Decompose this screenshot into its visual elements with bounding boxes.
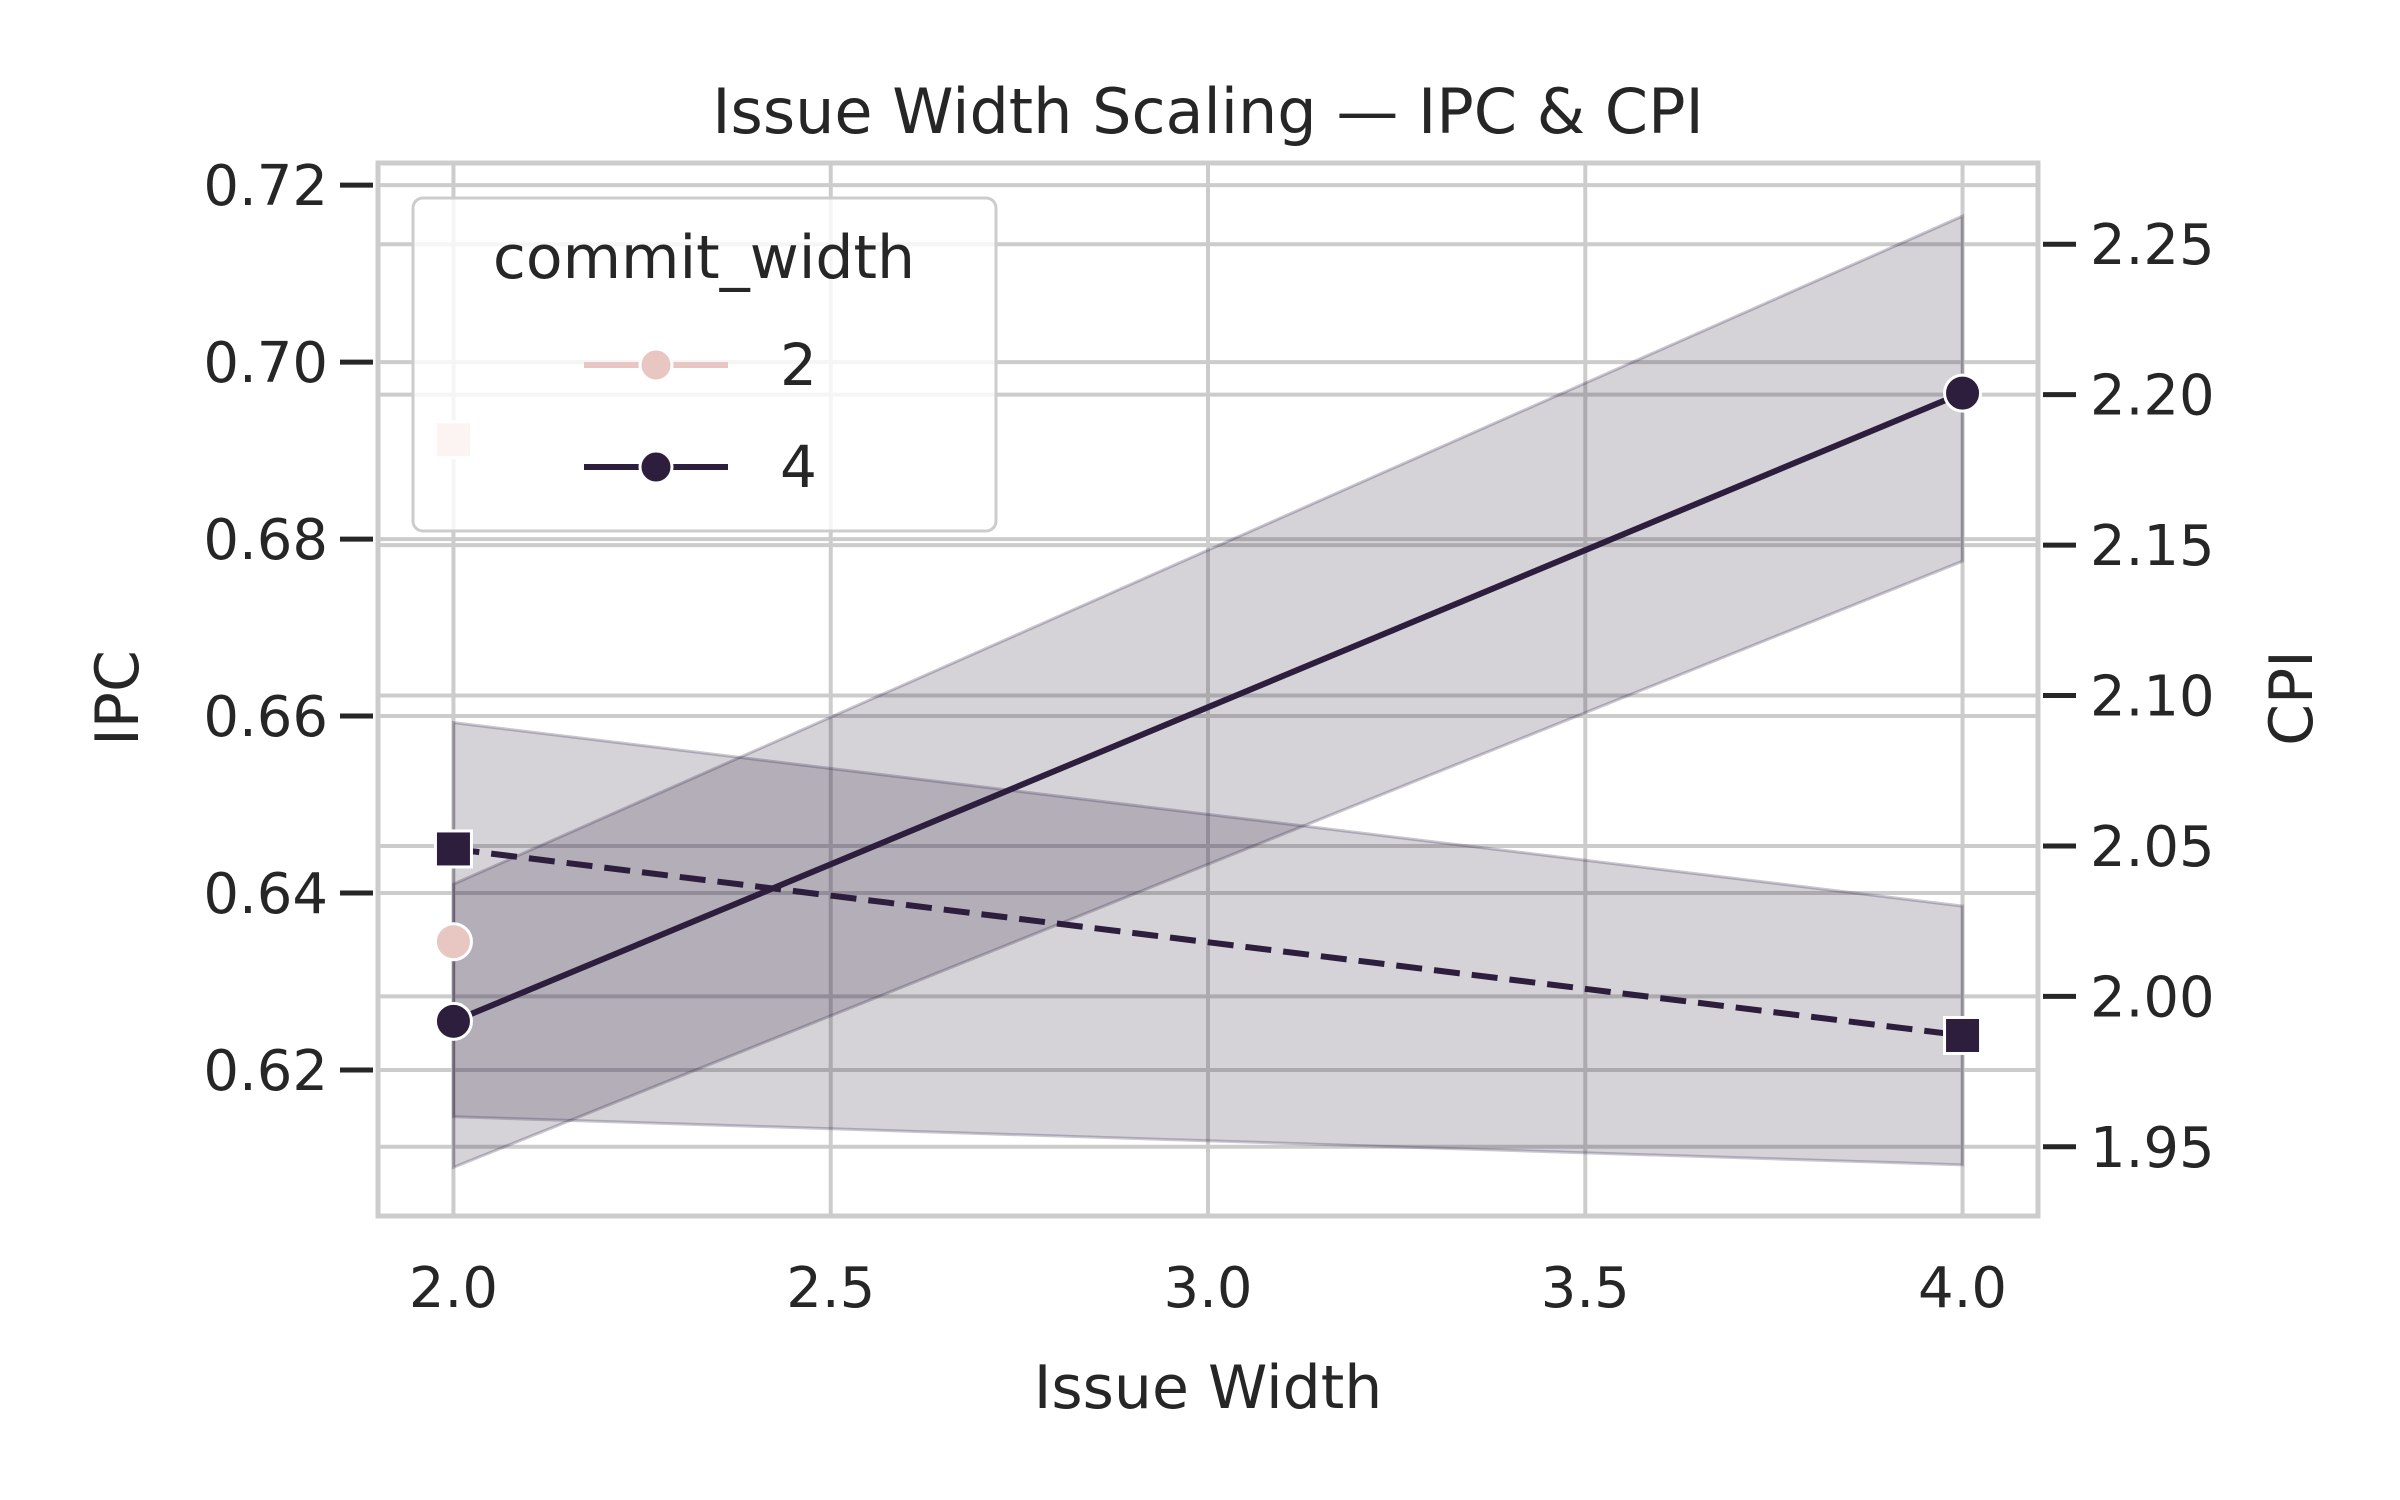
y-left-tick-label-4: 0.70 xyxy=(203,331,328,396)
y-right-tick-label-2: 2.05 xyxy=(2090,815,2215,880)
x-tick-label-4: 4.0 xyxy=(1918,1256,2007,1321)
x-tick-label-0: 2.0 xyxy=(409,1256,498,1321)
series-lines xyxy=(452,390,1964,1039)
y-axis-label-left: IPC xyxy=(83,650,153,746)
legend-label-4: 4 xyxy=(780,433,817,501)
y-left-tick-label-1: 0.64 xyxy=(203,862,328,927)
legend-title: commit_width xyxy=(493,223,915,293)
series-cpi-cw4-line xyxy=(453,845,1963,1039)
legend-label-2: 2 xyxy=(780,331,817,399)
y-right-tick-label-4: 2.15 xyxy=(2090,514,2215,579)
y-left-tick-label-0: 0.62 xyxy=(203,1039,328,1104)
x-tick-label-2: 3.0 xyxy=(1163,1256,1252,1321)
chart-title: Issue Width Scaling — IPC & CPI xyxy=(712,75,1704,148)
y-axis-label-right: CPI xyxy=(2257,650,2327,746)
legend-marker-2 xyxy=(638,347,674,383)
series-ipc-cw4-point-1 xyxy=(1943,373,1983,413)
series-ipc-cw2-point-0 xyxy=(433,922,473,962)
plot-frame xyxy=(375,160,2041,1219)
y-right-tick-label-0: 1.95 xyxy=(2090,1116,2215,1181)
y-right-tick-label-1: 2.00 xyxy=(2090,965,2215,1030)
series-ipc-cw4-ci-band xyxy=(451,213,1965,1170)
series-ipc-cw4-point-0 xyxy=(433,1001,473,1041)
x-axis-label: Issue Width xyxy=(1034,1353,1383,1423)
y-right-tick-label-6: 2.25 xyxy=(2090,213,2215,278)
series-cpi-cw4-point-0 xyxy=(433,829,473,869)
axes: 2.0 2.5 3.0 3.5 4.0 0.62 0.64 0.66 0.68 0.70 0.72 1… xyxy=(203,154,2214,1321)
legend: commit_width 2 4 xyxy=(411,196,998,533)
series-cpi-cw4-point-1 xyxy=(1943,1015,1983,1055)
legend-entry-2: 2 xyxy=(584,331,817,399)
legend-marker-4 xyxy=(638,449,674,485)
series-ipc-cw4-line xyxy=(452,390,1964,1025)
grid xyxy=(378,163,2038,1216)
x-tick-label-3: 3.5 xyxy=(1541,1256,1630,1321)
legend-entry-4: 4 xyxy=(584,433,817,501)
y-right-tick-label-3: 2.10 xyxy=(2090,665,2215,730)
y-right-tick-label-5: 2.20 xyxy=(2090,364,2215,429)
y-left-tick-label-5: 0.72 xyxy=(203,154,328,219)
y-left-tick-label-3: 0.68 xyxy=(203,508,328,573)
x-tick-label-1: 2.5 xyxy=(786,1256,875,1321)
y-left-tick-label-2: 0.66 xyxy=(203,685,328,750)
